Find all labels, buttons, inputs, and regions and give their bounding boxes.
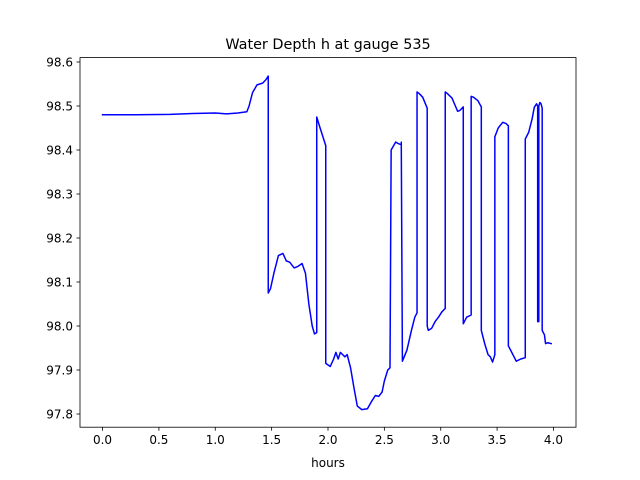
x-axis-label: hours (311, 456, 345, 470)
y-tick-label: 98.6 (46, 55, 73, 69)
series-line-1 (101, 75, 553, 411)
plot-area (80, 57, 576, 428)
x-tick-label: 4.0 (544, 433, 563, 447)
y-tick-label: 98.3 (46, 187, 73, 201)
y-tick-label: 98.5 (46, 99, 73, 113)
chart-title: Water Depth h at gauge 535 (225, 37, 430, 53)
x-axis: 0.0 0.5 1.0 1.5 2.0 2.5 3.0 3.5 4.0 (93, 427, 563, 447)
x-tick-label: 3.5 (488, 433, 507, 447)
y-tick-label: 98.2 (46, 231, 73, 245)
x-tick-label: 0.0 (93, 433, 112, 447)
series-layer (101, 75, 553, 411)
x-tick-label: 2.0 (318, 433, 337, 447)
y-tick-label: 97.8 (46, 407, 73, 421)
y-tick-label: 97.9 (46, 363, 73, 377)
x-tick-label: 3.0 (431, 433, 450, 447)
y-tick-label: 98.0 (46, 319, 73, 333)
x-tick-label: 1.5 (262, 433, 281, 447)
y-axis: 97.8 97.9 98.0 98.1 98.2 98.3 98.4 98.5 98.6 (46, 55, 80, 421)
plot-background (80, 57, 576, 428)
x-tick-label: 2.5 (375, 433, 394, 447)
y-tick-label: 98.4 (46, 143, 73, 157)
x-tick-label: 0.5 (149, 433, 168, 447)
y-tick-label: 98.1 (46, 275, 73, 289)
x-tick-label: 1.0 (206, 433, 225, 447)
